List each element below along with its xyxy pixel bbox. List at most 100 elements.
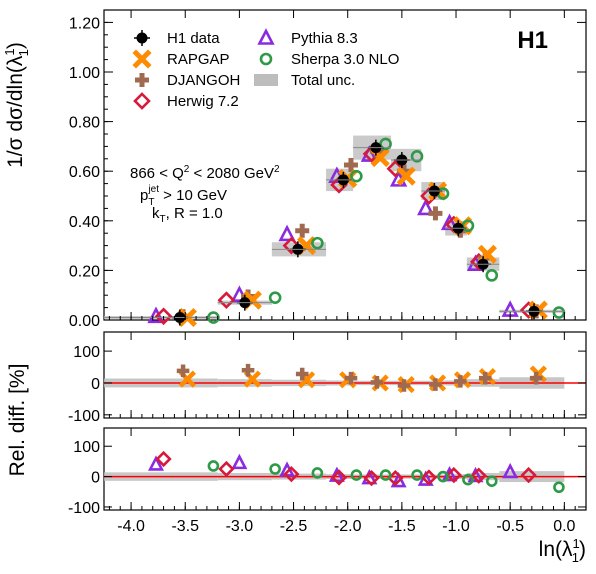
djangoh-point bbox=[135, 73, 149, 87]
djangoh-point bbox=[295, 367, 309, 381]
djangoh-point bbox=[343, 158, 358, 172]
herwig-point bbox=[330, 469, 348, 486]
djangoh-point bbox=[529, 371, 543, 385]
ratio-tick-label: 100 bbox=[73, 344, 100, 361]
h1-data-point bbox=[136, 32, 148, 44]
herwig-point bbox=[283, 466, 300, 483]
sherpa-point bbox=[410, 150, 424, 163]
pythia-point bbox=[417, 198, 435, 216]
sherpa-point bbox=[269, 463, 281, 475]
y-tick-label: 1.20 bbox=[69, 15, 100, 32]
data-points bbox=[104, 137, 566, 494]
ratio-tick-label: -100 bbox=[68, 408, 100, 425]
djangoh-point bbox=[397, 379, 411, 392]
x-tick-label: -2.0 bbox=[334, 518, 362, 535]
axes-ticks: -4.0 -3.5 -3.0 -2.5 -2.0 -1.5 -1.0 -0.5 0.0 0.00 0… bbox=[68, 10, 586, 535]
ratio-panel-1-frame bbox=[103, 331, 587, 419]
x-axis-label: ln(λ1 1) bbox=[539, 536, 586, 565]
legend-label-data: H1 data bbox=[167, 30, 220, 47]
herwig-point bbox=[363, 469, 380, 487]
djangoh-point bbox=[428, 206, 443, 221]
sherpa-point bbox=[311, 236, 324, 250]
ratio-panel-2-frame bbox=[103, 427, 587, 511]
herwig-point bbox=[282, 236, 301, 255]
sherpa-point bbox=[379, 469, 392, 481]
djangoh-point bbox=[478, 371, 492, 385]
kinematics-annotation: 866 < Q2 < 2080 GeV2 pTjet > 10 GeV kT, … bbox=[130, 164, 280, 225]
pythia-point bbox=[257, 28, 275, 45]
herwig-point bbox=[218, 460, 235, 478]
y-tick-label: 1.00 bbox=[69, 65, 100, 82]
x-tick-label: -3.0 bbox=[226, 518, 254, 535]
legend: H1 data RAPGAP DJANGOH Herwig 7.2 Pythia 8.3… bbox=[132, 28, 399, 110]
uncertainty-legend-swatch bbox=[254, 74, 278, 86]
ratio-tick-label: 0 bbox=[91, 470, 100, 487]
djangoh-point bbox=[176, 364, 190, 378]
djangoh-point bbox=[370, 376, 384, 389]
x-tick-label: -1.0 bbox=[442, 518, 470, 535]
ratio-tick-label: 100 bbox=[73, 439, 100, 456]
panel-frames bbox=[103, 9, 587, 511]
herwig-point bbox=[155, 450, 172, 468]
sherpa-point bbox=[411, 469, 423, 481]
legend-label-unc: Total unc. bbox=[291, 72, 355, 89]
pythia-point bbox=[278, 224, 296, 242]
y-tick-label: 0.40 bbox=[69, 214, 100, 231]
y-axis-label: 1/σ dσ/dln(λ11) bbox=[2, 42, 31, 168]
djangoh-point bbox=[295, 223, 310, 238]
pythia-point bbox=[502, 462, 519, 479]
rapgap-point bbox=[132, 49, 152, 69]
legend-label-sherpa: Sherpa 3.0 NLO bbox=[291, 51, 399, 68]
experiment-label: H1 bbox=[517, 27, 548, 54]
sherpa-point bbox=[268, 291, 282, 304]
herwig-point bbox=[445, 466, 462, 484]
rapgap-point bbox=[396, 166, 416, 186]
y-tick-label: 0.20 bbox=[69, 263, 100, 280]
djangoh-point bbox=[241, 363, 255, 377]
herwig-point bbox=[470, 467, 487, 484]
pt-cut-text: pTjet > 10 GeV bbox=[140, 184, 227, 208]
legend-label-rapgap: RAPGAP bbox=[167, 51, 230, 68]
sherpa-point bbox=[311, 467, 324, 479]
herwig-point bbox=[420, 469, 438, 486]
q2-range-text: 866 < Q2 < 2080 GeV2 bbox=[130, 164, 280, 182]
herwig-point bbox=[217, 291, 236, 309]
djangoh-point bbox=[454, 375, 467, 388]
sherpa-point bbox=[207, 460, 220, 472]
pythia-point bbox=[147, 306, 165, 324]
x-tick-label: -4.0 bbox=[117, 518, 145, 535]
sherpa-point bbox=[553, 481, 565, 494]
y-tick-label: 0.00 bbox=[69, 313, 100, 330]
sherpa-point bbox=[485, 269, 499, 282]
y-tick-label: 0.60 bbox=[69, 164, 100, 181]
herwig-point bbox=[133, 92, 151, 110]
sherpa-point bbox=[350, 169, 363, 183]
sherpa-point bbox=[462, 473, 474, 486]
main-panel-frame bbox=[103, 9, 587, 321]
x-tick-label: 0.0 bbox=[553, 518, 575, 535]
ratio-axis-label: Rel. diff. [%] bbox=[6, 364, 29, 477]
ratio-tick-label: 0 bbox=[91, 376, 100, 393]
djangoh-point bbox=[344, 371, 358, 385]
x-tick-label: -1.5 bbox=[388, 518, 416, 535]
ratio-zero-lines bbox=[104, 382, 586, 478]
herwig-point bbox=[520, 466, 537, 484]
pythia-point bbox=[147, 455, 164, 471]
sherpa-point bbox=[350, 469, 363, 481]
pythia-point bbox=[390, 472, 407, 488]
sherpa-point bbox=[259, 52, 273, 66]
x-tick-label: -2.5 bbox=[280, 518, 308, 535]
pythia-point bbox=[231, 453, 248, 470]
ratio-tick-label: -100 bbox=[68, 500, 100, 517]
herwig-point bbox=[386, 159, 405, 178]
jet-algorithm-text: kT, R = 1.0 bbox=[152, 205, 223, 225]
x-tick-label: -3.5 bbox=[171, 518, 199, 535]
sherpa-point bbox=[437, 470, 449, 483]
x-tick-label: -0.5 bbox=[496, 518, 524, 535]
sherpa-point bbox=[379, 137, 392, 151]
djangoh-point bbox=[429, 378, 442, 391]
y-tick-label: 0.80 bbox=[69, 115, 100, 132]
sherpa-point bbox=[485, 475, 498, 487]
legend-label-herwig: Herwig 7.2 bbox=[167, 93, 239, 110]
